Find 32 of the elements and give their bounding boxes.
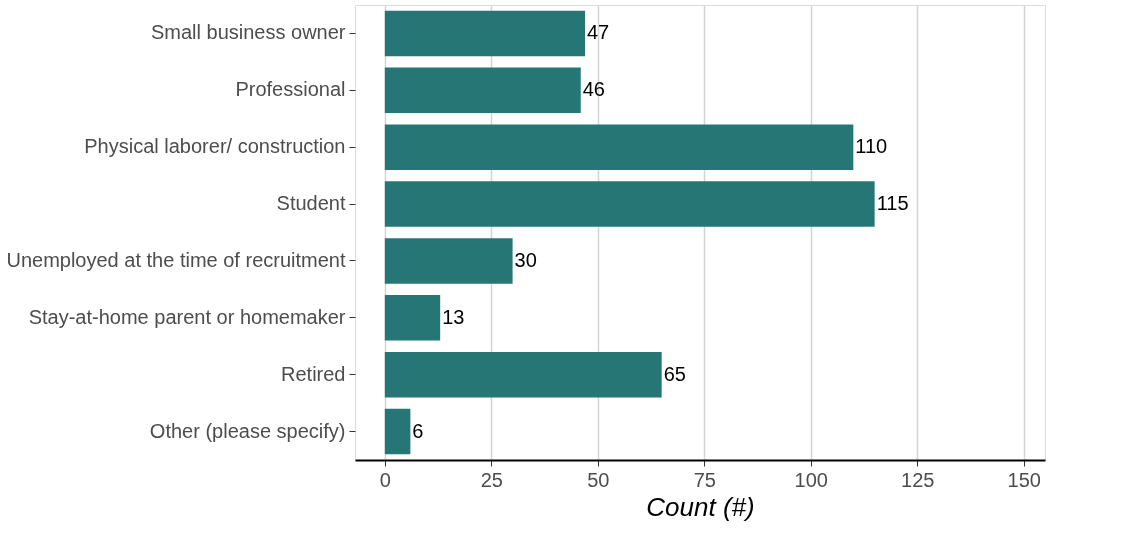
x-axis-title: Count (#) <box>646 491 755 522</box>
y-tick-label: Stay-at-home parent or homemaker <box>28 305 346 328</box>
bar <box>384 408 411 455</box>
bar <box>384 67 581 114</box>
data-label: 47 <box>587 21 610 44</box>
bar <box>384 10 585 57</box>
data-label: 65 <box>663 362 686 385</box>
x-tick-label: 100 <box>794 468 828 491</box>
y-tick-label: Unemployed at the time of recruitment <box>6 248 346 271</box>
data-label: 115 <box>876 192 909 215</box>
data-label: 110 <box>855 135 888 158</box>
data-label: 6 <box>412 419 424 442</box>
y-tick-label: Student <box>276 192 346 215</box>
y-tick-label: Other (please specify) <box>149 419 346 442</box>
y-tick-label: Professional <box>235 78 346 101</box>
data-label: 13 <box>442 305 465 328</box>
x-tick-label: 125 <box>901 468 935 491</box>
bar <box>384 238 513 284</box>
y-tick-label: Physical laborer/ construction <box>84 135 346 158</box>
x-tick-label: 0 <box>379 468 391 491</box>
bar <box>384 181 875 227</box>
data-label: 30 <box>514 248 537 271</box>
x-tick-label: 150 <box>1007 468 1041 491</box>
bar <box>384 295 441 341</box>
bar <box>384 351 662 398</box>
x-tick-label: 50 <box>587 468 610 491</box>
x-tick-label: 75 <box>693 468 716 491</box>
data-label: 46 <box>582 78 605 101</box>
bar <box>384 124 854 170</box>
x-tick-label: 25 <box>480 468 503 491</box>
y-tick-label: Retired <box>281 362 346 385</box>
y-tick-label: Small business owner <box>150 21 346 44</box>
